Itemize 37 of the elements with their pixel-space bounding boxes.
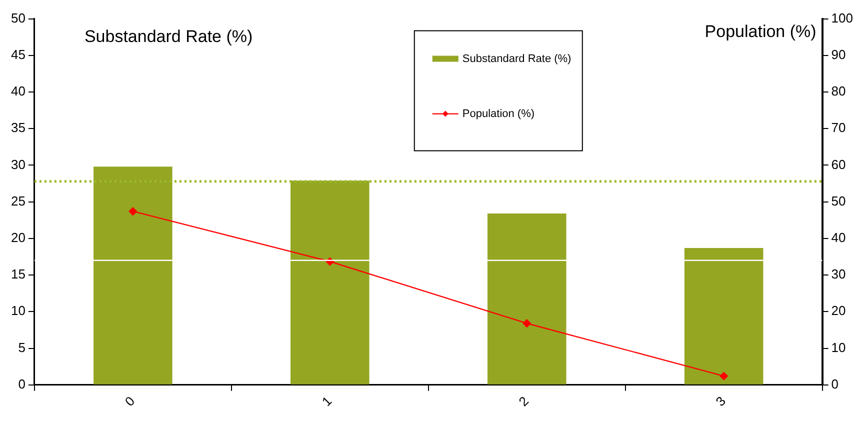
y-tick-label: 0 xyxy=(18,376,26,392)
y2-tick-label: 90 xyxy=(831,46,846,62)
x-tick-label: 1 xyxy=(318,393,335,410)
y2-axis-title: Population (%) xyxy=(704,22,816,41)
y2-tick-label: 40 xyxy=(831,230,846,246)
x-tick-label: 0 xyxy=(122,393,138,410)
y-tick-label: 15 xyxy=(10,266,26,282)
legend-label: Substandard Rate (%) xyxy=(462,52,572,65)
bar xyxy=(94,166,172,384)
bar xyxy=(290,180,370,384)
bar xyxy=(487,214,566,384)
y-tick-label: 20 xyxy=(10,230,26,246)
y-tick-label: 30 xyxy=(10,156,26,172)
y-tick-label: 40 xyxy=(10,84,26,99)
point xyxy=(128,207,138,216)
y-axis-title: Substandard Rate (%) xyxy=(84,26,253,46)
y2-tick-label: 20 xyxy=(831,303,846,318)
y-tick-label: 25 xyxy=(10,193,26,208)
y2-tick-label: 100 xyxy=(831,10,854,26)
y2-tick-label: 80 xyxy=(831,84,846,99)
y-tick-label: 50 xyxy=(10,10,26,26)
point xyxy=(522,319,531,328)
legend-label: Population (%) xyxy=(462,108,535,120)
y2-tick-label: 60 xyxy=(831,156,846,172)
y-tick-label: 5 xyxy=(18,340,26,355)
y2-tick-label: 0 xyxy=(831,376,839,392)
y2-tick-label: 50 xyxy=(831,193,846,208)
y-tick-label: 10 xyxy=(10,303,26,318)
point xyxy=(720,372,728,380)
x-tick-label: 3 xyxy=(712,393,728,410)
y-tick-label: 45 xyxy=(10,46,26,62)
y2-tick-label: 10 xyxy=(831,340,846,355)
x-tick-label: 2 xyxy=(516,393,532,410)
y2-tick-label: 70 xyxy=(831,120,846,136)
y-tick-label: 35 xyxy=(10,120,26,136)
bar xyxy=(684,248,764,384)
y2-tick-label: 30 xyxy=(831,266,846,282)
